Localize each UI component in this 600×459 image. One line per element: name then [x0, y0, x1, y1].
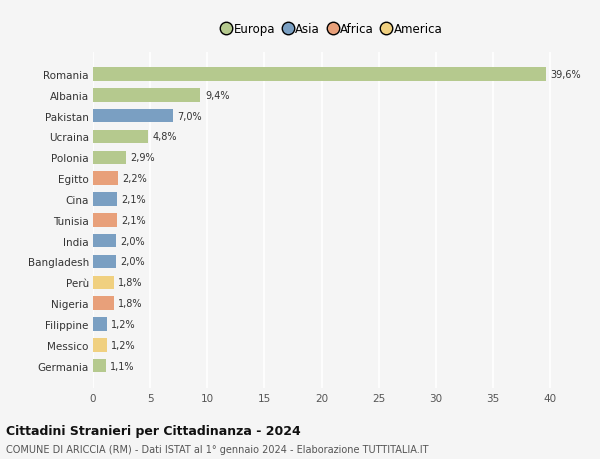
- Text: 2,1%: 2,1%: [122, 195, 146, 205]
- Bar: [93, 89, 200, 102]
- Bar: [93, 276, 113, 290]
- Text: COMUNE DI ARICCIA (RM) - Dati ISTAT al 1° gennaio 2024 - Elaborazione TUTTITALIA: COMUNE DI ARICCIA (RM) - Dati ISTAT al 1…: [6, 444, 428, 454]
- Bar: [93, 151, 126, 165]
- Text: 1,1%: 1,1%: [110, 361, 134, 371]
- Bar: [93, 338, 107, 352]
- Bar: [93, 359, 106, 373]
- Text: 1,2%: 1,2%: [111, 319, 136, 329]
- Bar: [93, 235, 116, 248]
- Bar: [93, 213, 117, 227]
- Bar: [93, 255, 116, 269]
- Text: 7,0%: 7,0%: [178, 112, 202, 121]
- Bar: [93, 68, 545, 82]
- Bar: [93, 297, 113, 310]
- Legend: Europa, Asia, Africa, America: Europa, Asia, Africa, America: [218, 18, 448, 41]
- Text: 39,6%: 39,6%: [550, 70, 581, 80]
- Text: 2,0%: 2,0%: [121, 236, 145, 246]
- Bar: [93, 110, 173, 123]
- Bar: [93, 130, 148, 144]
- Text: 2,1%: 2,1%: [122, 215, 146, 225]
- Text: 4,8%: 4,8%: [152, 132, 177, 142]
- Text: 2,9%: 2,9%: [131, 153, 155, 163]
- Bar: [93, 318, 107, 331]
- Text: 2,0%: 2,0%: [121, 257, 145, 267]
- Text: 2,2%: 2,2%: [123, 174, 148, 184]
- Text: Cittadini Stranieri per Cittadinanza - 2024: Cittadini Stranieri per Cittadinanza - 2…: [6, 425, 301, 437]
- Bar: [93, 193, 117, 206]
- Text: 9,4%: 9,4%: [205, 90, 229, 101]
- Text: 1,2%: 1,2%: [111, 340, 136, 350]
- Text: 1,8%: 1,8%: [118, 278, 143, 288]
- Bar: [93, 172, 118, 185]
- Text: 1,8%: 1,8%: [118, 298, 143, 308]
